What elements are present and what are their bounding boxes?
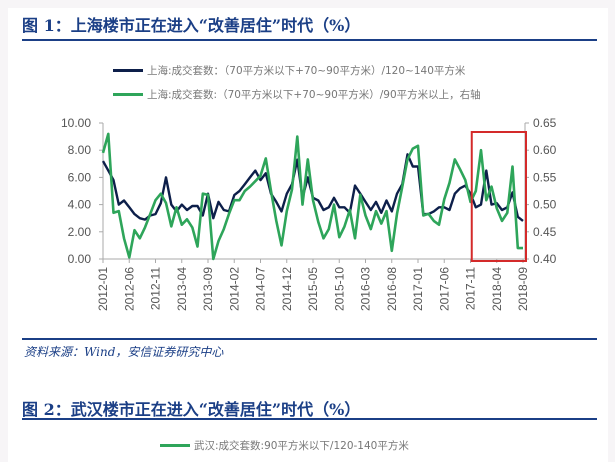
x-tick-label: 2012-11 bbox=[149, 267, 163, 310]
report-page bbox=[8, 8, 608, 462]
left-tick-label: 10.00 bbox=[61, 116, 91, 130]
right-tick-label: 0.45 bbox=[533, 225, 557, 239]
figure2-title-rule bbox=[22, 418, 597, 420]
right-tick-label: 0.50 bbox=[533, 198, 557, 212]
legend-swatch-green bbox=[113, 93, 143, 96]
x-tick-label: 2015-05 bbox=[306, 267, 320, 311]
x-tick-label: 2014-07 bbox=[254, 267, 268, 311]
figure1-title: 图 1：上海楼市正在进入“改善居住”时代（%） bbox=[22, 16, 361, 35]
x-tick-label: 2014-12 bbox=[280, 267, 294, 311]
source-note: 资料来源：Wind，安信证券研究中心 bbox=[24, 345, 224, 359]
x-tick-label: 2018-04 bbox=[490, 267, 504, 311]
series-line-dark bbox=[101, 153, 524, 222]
legend-item-series-1: 上海:成交套数：（70平方米以下+70~90平方米）/120~140平方米 bbox=[113, 63, 465, 78]
left-tick-label: 6.00 bbox=[68, 170, 92, 184]
figure2-legend-item: 武汉:成交套数:90平方米以下/120-140平方米 bbox=[160, 438, 409, 453]
right-tick-label: 0.55 bbox=[533, 170, 557, 184]
figure1-bottom-rule bbox=[22, 338, 597, 340]
series-line-green bbox=[101, 132, 523, 261]
x-tick-label: 2017-01 bbox=[411, 267, 425, 311]
legend-swatch-dark bbox=[113, 69, 143, 72]
x-tick-label: 2016-08 bbox=[385, 267, 399, 311]
legend-label: 上海:成交套数：（70平方米以下+70~90平方米）/120~140平方米 bbox=[147, 65, 466, 77]
x-tick-label: 2013-04 bbox=[175, 267, 189, 311]
x-tick-label: 2012-01 bbox=[96, 267, 110, 311]
right-tick-label: 0.40 bbox=[533, 252, 557, 266]
x-tick-label: 2013-09 bbox=[201, 267, 215, 311]
right-tick-label: 0.60 bbox=[533, 143, 557, 157]
left-tick-label: 8.00 bbox=[68, 143, 92, 157]
right-tick-label: 0.65 bbox=[533, 116, 557, 130]
left-tick-label: 0.00 bbox=[68, 252, 92, 266]
legend-item-series-2: 上海:成交套数:（70平方米以下+70~90平方米）/90平方米以上，右轴 bbox=[113, 87, 481, 102]
legend-swatch-green bbox=[160, 444, 190, 447]
highlight-box bbox=[470, 131, 527, 262]
left-tick-label: 4.00 bbox=[68, 198, 92, 212]
x-tick-label: 2012-06 bbox=[122, 267, 136, 311]
x-tick-label: 2014-02 bbox=[227, 267, 241, 311]
x-tick-label: 2015-10 bbox=[332, 267, 346, 311]
figure2-title: 图 2：武汉楼市正在进入“改善居住”时代（%） bbox=[22, 400, 361, 419]
figure1-title-rule bbox=[22, 39, 597, 41]
legend-label: 上海:成交套数:（70平方米以下+70~90平方米）/90平方米以上，右轴 bbox=[147, 89, 481, 101]
x-tick-label: 2017-06 bbox=[437, 267, 451, 311]
figure1-chart: 0.00 2.00 4.00 6.00 8.00 10.00 0.40 0.45 0.50 0.5… bbox=[61, 116, 557, 311]
legend-label: 武汉:成交套数:90平方米以下/120-140平方米 bbox=[194, 440, 409, 452]
x-tick-label: 2017-11 bbox=[464, 267, 478, 310]
x-tick-label: 2018-09 bbox=[516, 267, 530, 311]
x-tick-label: 2016-03 bbox=[359, 267, 373, 311]
left-tick-label: 2.00 bbox=[68, 225, 92, 239]
